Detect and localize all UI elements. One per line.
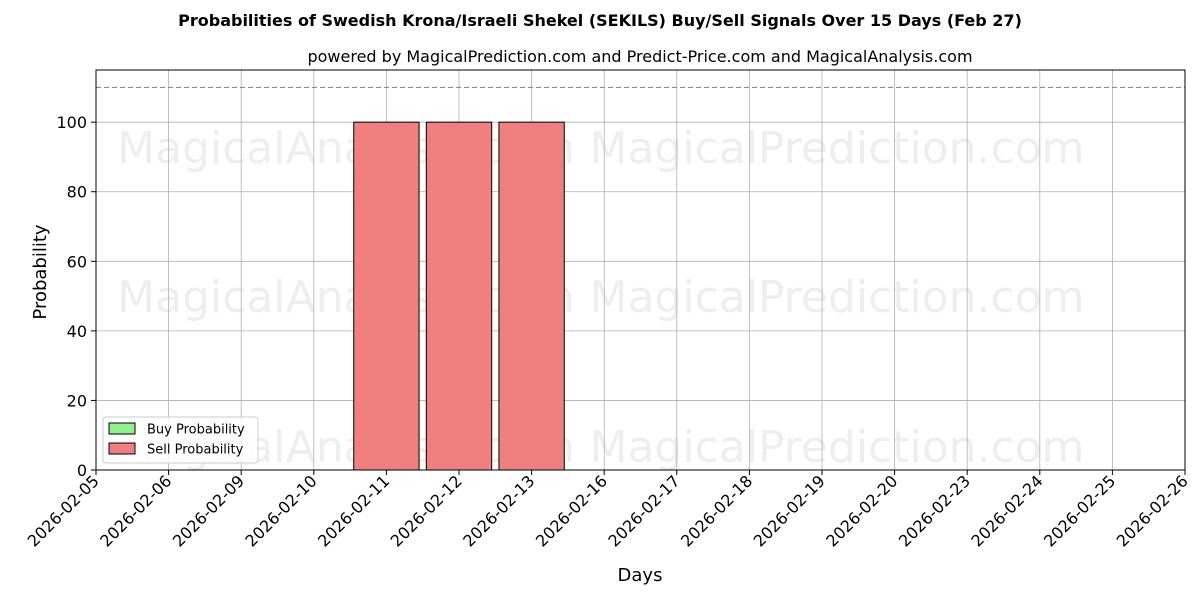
- watermarks: MagicalAnalysis.com MagicalPrediction.com…: [117, 123, 1084, 473]
- watermark-text: MagicalPrediction.com: [590, 422, 1085, 473]
- x-tick-label: 2026-02-26: [1113, 471, 1192, 550]
- x-tick-label: 2026-02-11: [314, 471, 393, 550]
- legend-label: Sell Probability: [147, 443, 244, 458]
- watermark-text: MagicalPrediction.com: [590, 272, 1085, 323]
- y-tick-label: 40: [67, 322, 87, 341]
- legend-swatch: [108, 442, 136, 455]
- y-axis: 0 20 40 60 80 100: [56, 113, 96, 480]
- x-tick-label: 2026-02-13: [459, 471, 538, 550]
- chart-title: Probabilities of Swedish Krona/Israeli S…: [178, 11, 1022, 30]
- x-tick-label: 2026-02-20: [822, 471, 901, 550]
- y-tick-label: 60: [67, 252, 87, 271]
- legend-box: [102, 416, 259, 464]
- x-tick-label: 2026-02-06: [96, 471, 175, 550]
- x-axis-label: Days: [618, 565, 663, 586]
- bar-sell-probability: [498, 121, 565, 471]
- bar-sell-probability: [425, 121, 493, 471]
- x-tick-label: 2026-02-23: [895, 471, 974, 550]
- x-tick-label: 2026-02-12: [387, 471, 466, 550]
- y-tick-label: 20: [67, 391, 87, 410]
- x-tick-label: 2026-02-18: [677, 471, 756, 550]
- bars: [353, 121, 565, 471]
- y-tick-label: 80: [67, 183, 87, 202]
- watermark-text: MagicalPrediction.com: [590, 123, 1085, 174]
- x-tick-label: 2026-02-17: [604, 471, 683, 550]
- y-axis-label: Probability: [30, 224, 51, 319]
- legend: Buy Probability Sell Probability: [102, 416, 259, 464]
- plot-frame: [95, 69, 1186, 471]
- legend-swatch: [108, 422, 136, 435]
- x-tick-label: 2026-02-10: [241, 471, 320, 550]
- x-tick-label: 2026-02-05: [24, 471, 103, 550]
- x-tick-label: 2026-02-09: [169, 471, 248, 550]
- x-tick-label: 2026-02-19: [750, 471, 829, 550]
- y-tick-label: 100: [56, 113, 87, 132]
- x-axis: 2026-02-052026-02-062026-02-092026-02-10…: [24, 470, 1192, 551]
- x-tick-label: 2026-02-16: [532, 471, 611, 550]
- x-tick-label: 2026-02-25: [1040, 471, 1119, 550]
- y-tick-label: 0: [77, 461, 87, 480]
- x-tick-label: 2026-02-24: [967, 471, 1046, 550]
- bar-sell-probability: [353, 121, 420, 471]
- chart-subtitle: powered by MagicalPrediction.com and Pre…: [307, 47, 972, 66]
- legend-label: Buy Probability: [147, 423, 245, 438]
